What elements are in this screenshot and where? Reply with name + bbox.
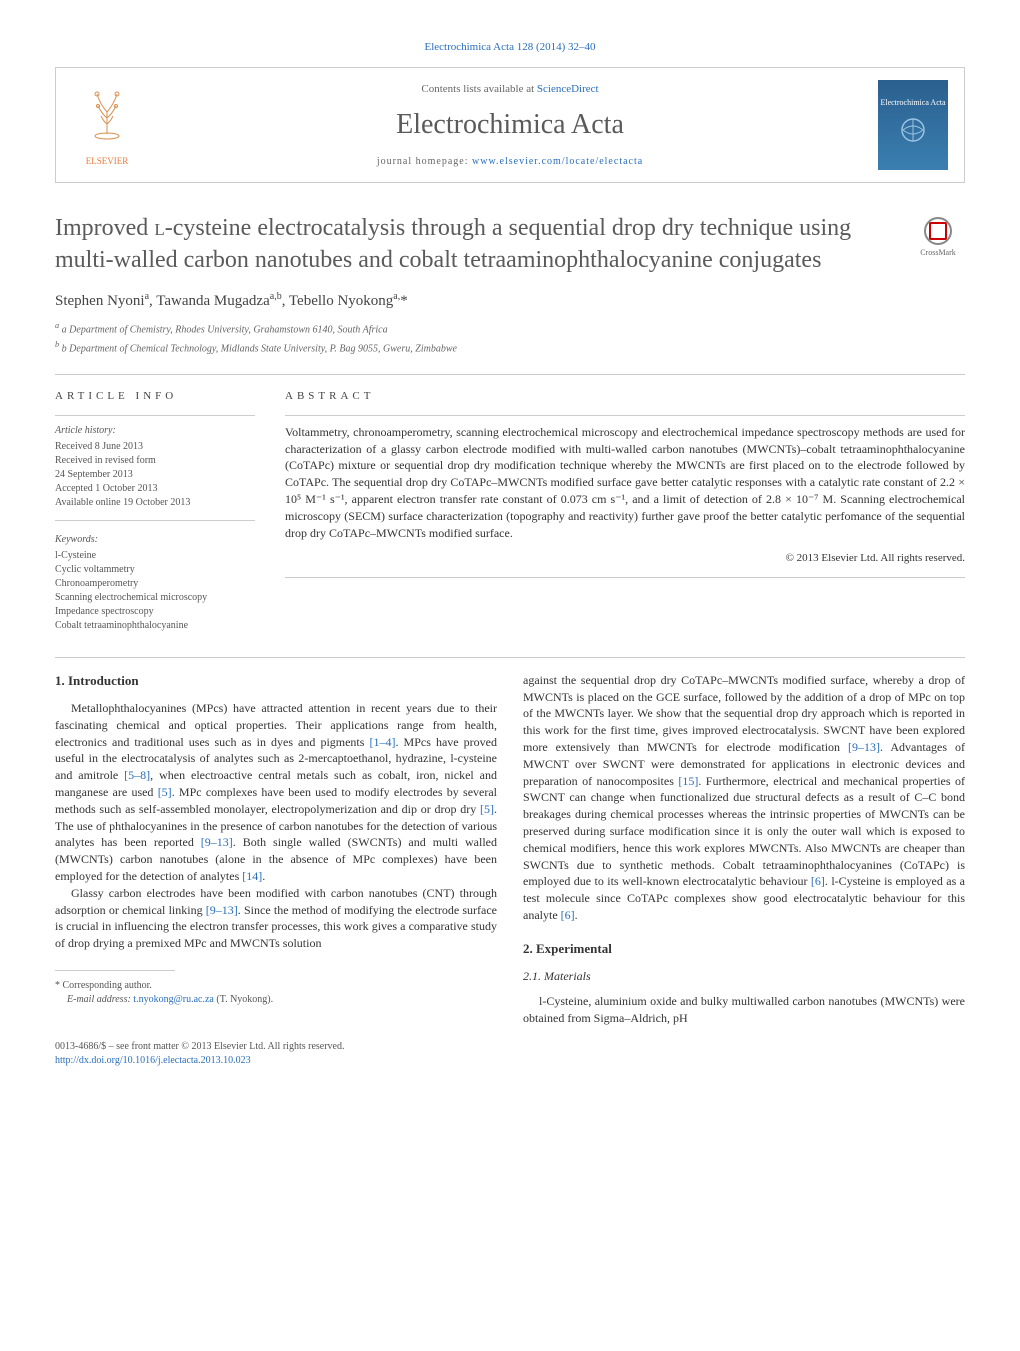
journal-cover-thumbnail: Electrochimica Acta (878, 80, 948, 170)
affiliations: a a Department of Chemistry, Rhodes Univ… (55, 320, 965, 357)
citation-link[interactable]: [14] (242, 869, 262, 883)
intro-paragraph-2: Glassy carbon electrodes have been modif… (55, 885, 497, 952)
journal-name: Electrochimica Acta (142, 105, 878, 144)
affiliation-b: b b Department of Chemical Technology, M… (55, 339, 965, 356)
corresponding-author-footnote: * Corresponding author. E-mail address: … (55, 979, 497, 1007)
footnote-divider (55, 970, 175, 971)
homepage-prefix: journal homepage: (377, 156, 472, 167)
email-label: E-mail address: (67, 994, 133, 1005)
section-1-heading: 1. Introduction (55, 672, 497, 690)
materials-paragraph: l-Cysteine, aluminium oxide and bulky mu… (523, 993, 965, 1027)
page-footer: 0013-4686/$ – see front matter © 2013 El… (55, 1040, 965, 1068)
affiliation-a: a a Department of Chemistry, Rhodes Univ… (55, 320, 965, 337)
abstract-copyright: © 2013 Elsevier Ltd. All rights reserved… (285, 551, 965, 566)
doi-link[interactable]: http://dx.doi.org/10.1016/j.electacta.20… (55, 1055, 251, 1066)
abstract-block: abstract Voltammetry, chronoamperometry,… (285, 389, 965, 632)
corresponding-email-link[interactable]: t.nyokong@ru.ac.za (133, 994, 214, 1005)
divider (285, 415, 965, 416)
journal-homepage-line: journal homepage: www.elsevier.com/locat… (142, 155, 878, 169)
journal-reference: Electrochimica Acta 128 (2014) 32–40 (55, 40, 965, 55)
citation-link[interactable]: [5–8] (124, 768, 150, 782)
citation-link[interactable]: [9–13] (206, 903, 238, 917)
keywords-list: l-Cysteine Cyclic voltammetry Chronoampe… (55, 549, 255, 633)
corresponding-email-line: E-mail address: t.nyokong@ru.ac.za (T. N… (55, 993, 497, 1007)
divider (55, 520, 255, 521)
article-title: Improved l-cysteine electrocatalysis thr… (55, 213, 891, 275)
citation-link[interactable]: [1–4] (370, 735, 396, 749)
article-history: Received 8 June 2013 Received in revised… (55, 440, 255, 510)
body-columns: 1. Introduction Metallophthalocyanines (… (55, 672, 965, 1027)
elsevier-label: ELSEVIER (86, 155, 129, 168)
divider (285, 577, 965, 578)
divider (55, 415, 255, 416)
intro-paragraph-2-cont: against the sequential drop dry CoTAPc–M… (523, 672, 965, 924)
email-suffix: (T. Nyokong). (214, 994, 273, 1005)
abstract-body: Voltammetry, chronoamperometry, scanning… (285, 424, 965, 542)
cover-icon (899, 116, 927, 155)
contents-available-line: Contents lists available at ScienceDirec… (142, 82, 878, 97)
sciencedirect-link[interactable]: ScienceDirect (537, 83, 599, 95)
intro-paragraph-1: Metallophthalocyanines (MPcs) have attra… (55, 700, 497, 885)
section-2-heading: 2. Experimental (523, 940, 965, 958)
contents-prefix: Contents lists available at (421, 83, 536, 95)
keywords-heading: Keywords: (55, 533, 255, 547)
crossmark-badge[interactable]: CrossMark (911, 217, 965, 258)
article-history-heading: Article history: (55, 424, 255, 438)
issn-copyright-line: 0013-4686/$ – see front matter © 2013 El… (55, 1040, 965, 1054)
journal-header: ELSEVIER Contents lists available at Sci… (55, 67, 965, 183)
abstract-heading: abstract (285, 389, 965, 404)
article-info-block: article info Article history: Received 8… (55, 389, 255, 632)
citation-link[interactable]: [5] (480, 802, 494, 816)
header-center: Contents lists available at ScienceDirec… (142, 82, 878, 169)
elsevier-logo: ELSEVIER (72, 85, 142, 165)
citation-link[interactable]: [6] (811, 874, 825, 888)
citation-link[interactable]: [9–13] (201, 835, 233, 849)
column-left: 1. Introduction Metallophthalocyanines (… (55, 672, 497, 1027)
crossmark-label: CrossMark (911, 247, 965, 258)
section-2-1-heading: 2.1. Materials (523, 968, 965, 985)
corresponding-author-label: * Corresponding author. (55, 979, 497, 993)
author-list: Stephen Nyonia, Tawanda Mugadzaa,b, Tebe… (55, 290, 965, 312)
article-info-heading: article info (55, 389, 255, 404)
divider (55, 374, 965, 375)
column-right: against the sequential drop dry CoTAPc–M… (523, 672, 965, 1027)
citation-link[interactable]: [5] (158, 785, 172, 799)
elsevier-tree-icon (82, 84, 132, 155)
citation-link[interactable]: [9–13] (848, 740, 880, 754)
divider (55, 657, 965, 658)
citation-link[interactable]: [6] (561, 908, 575, 922)
cover-title: Electrochimica Acta (880, 97, 945, 108)
crossmark-icon (924, 217, 952, 245)
citation-link[interactable]: [15] (678, 774, 698, 788)
journal-homepage-link[interactable]: www.elsevier.com/locate/electacta (472, 156, 643, 167)
